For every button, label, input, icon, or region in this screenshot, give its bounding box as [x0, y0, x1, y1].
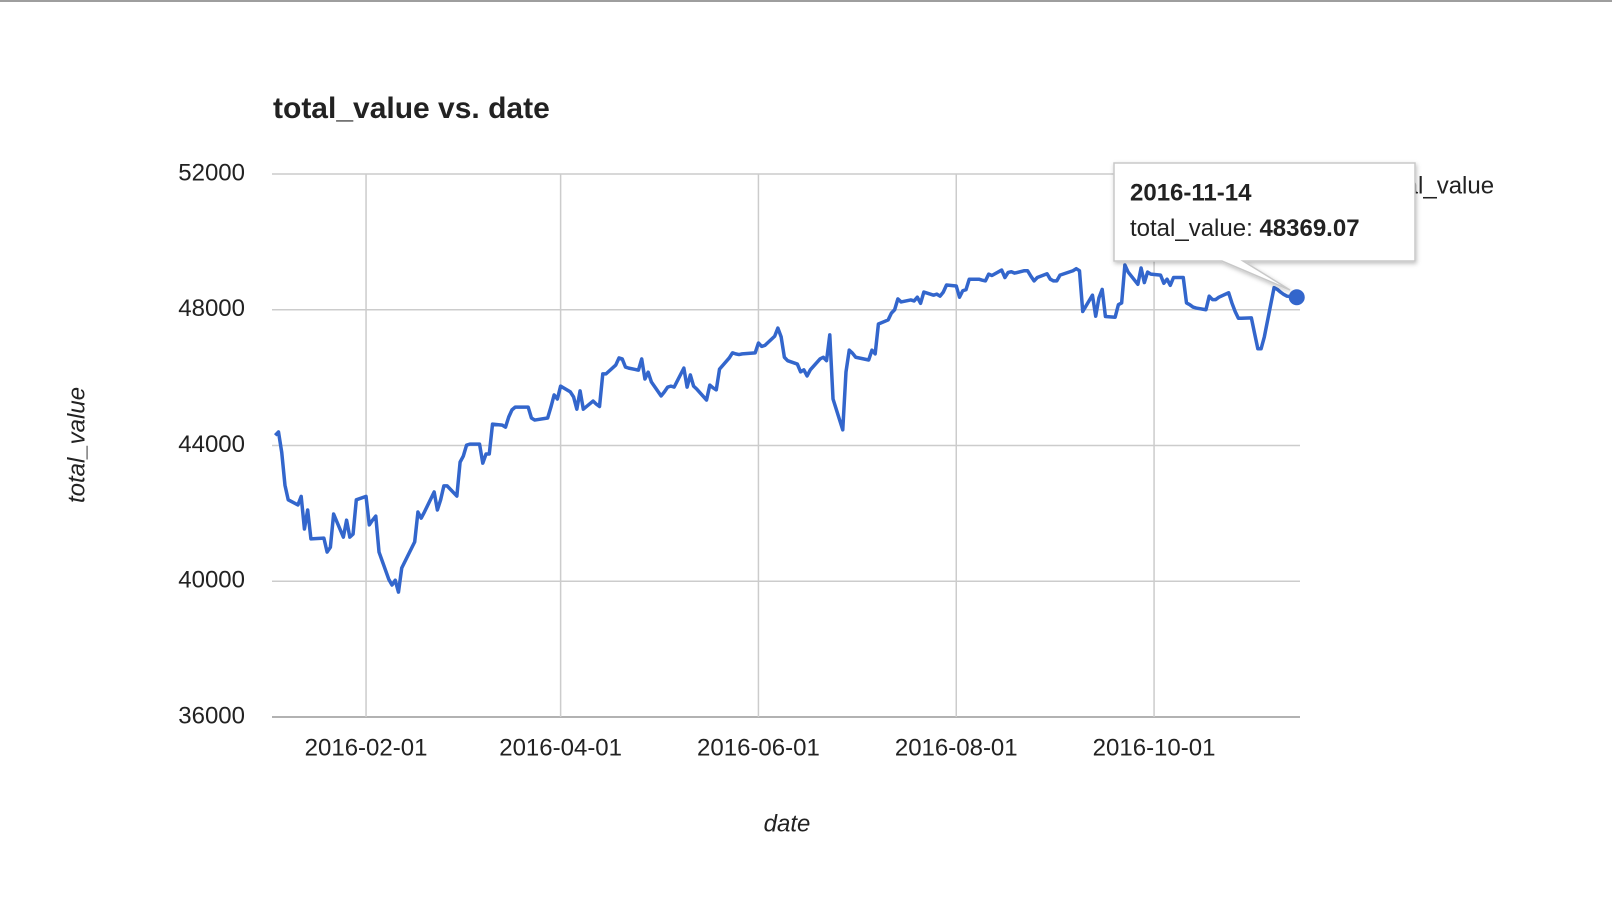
x-tick-label: 2016-06-01: [697, 734, 820, 761]
plot: [273, 263, 1305, 594]
tooltip-sep: :: [1246, 215, 1259, 242]
x-tick-label: 2016-10-01: [1093, 734, 1216, 761]
y-tick-label: 52000: [178, 159, 245, 186]
tooltip: 2016-11-14 total_value: 48369.07: [1113, 162, 1416, 291]
tooltip-date: 2016-11-14: [1130, 179, 1252, 206]
grid: [272, 173, 1300, 718]
tooltip-box: [1113, 162, 1416, 291]
highlight-point: [1288, 289, 1305, 306]
tooltip-series: total_value: [1130, 215, 1246, 242]
x-tick-label: 2016-04-01: [499, 734, 622, 761]
y-axis-label: total_value: [63, 387, 90, 503]
y-tick-label: 40000: [178, 567, 245, 594]
x-axis-label: date: [764, 810, 811, 837]
x-tick-label: 2016-08-01: [895, 734, 1018, 761]
y-tick-label: 48000: [178, 295, 245, 322]
chart-title: total_value vs. date: [273, 92, 550, 125]
y-tick-label: 36000: [178, 702, 245, 729]
tooltip-value: 48369.07: [1259, 215, 1359, 242]
y-tick-label: 44000: [178, 431, 245, 458]
tooltip-row: total_value: 48369.07: [1130, 215, 1360, 242]
x-tick-label: 2016-02-01: [305, 734, 428, 761]
data-line: [273, 263, 1297, 594]
